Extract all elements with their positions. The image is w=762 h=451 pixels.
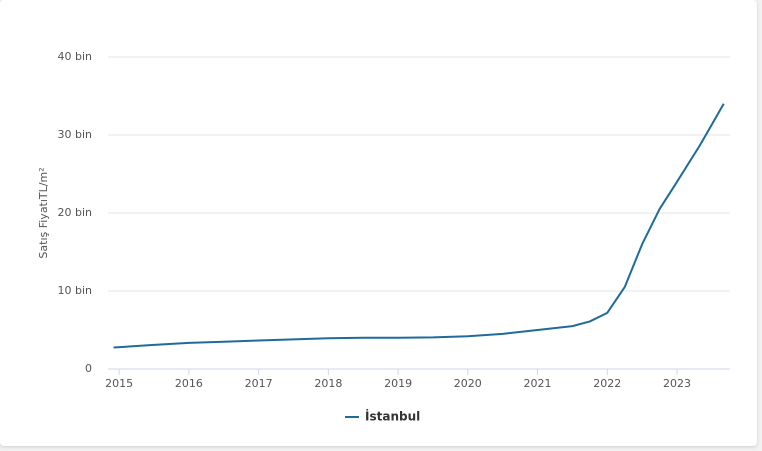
x-tick-label: 2020 [454,377,482,390]
line [113,103,725,349]
x-tick-label: 2018 [314,377,342,390]
x-tick-label: 2023 [663,377,691,390]
x-tick-label: 2021 [524,377,552,390]
legend-label: İstanbul [365,409,420,424]
x-tick-label: 2016 [175,377,203,390]
x-tick-label: 2022 [593,377,621,390]
y-tick-label: 10 bin [57,284,92,297]
y-axis-label: Satış FiyatıTL/m² [37,167,50,258]
x-tick-label: 2019 [384,377,412,390]
x-tick-label: 2017 [245,377,273,390]
y-tick-label: 40 bin [57,50,92,63]
y-tick-label: 0 [85,362,92,375]
x-tick-label: 2015 [105,377,133,390]
y-tick-label: 30 bin [57,128,92,141]
y-tick-label: 20 bin [57,206,92,219]
